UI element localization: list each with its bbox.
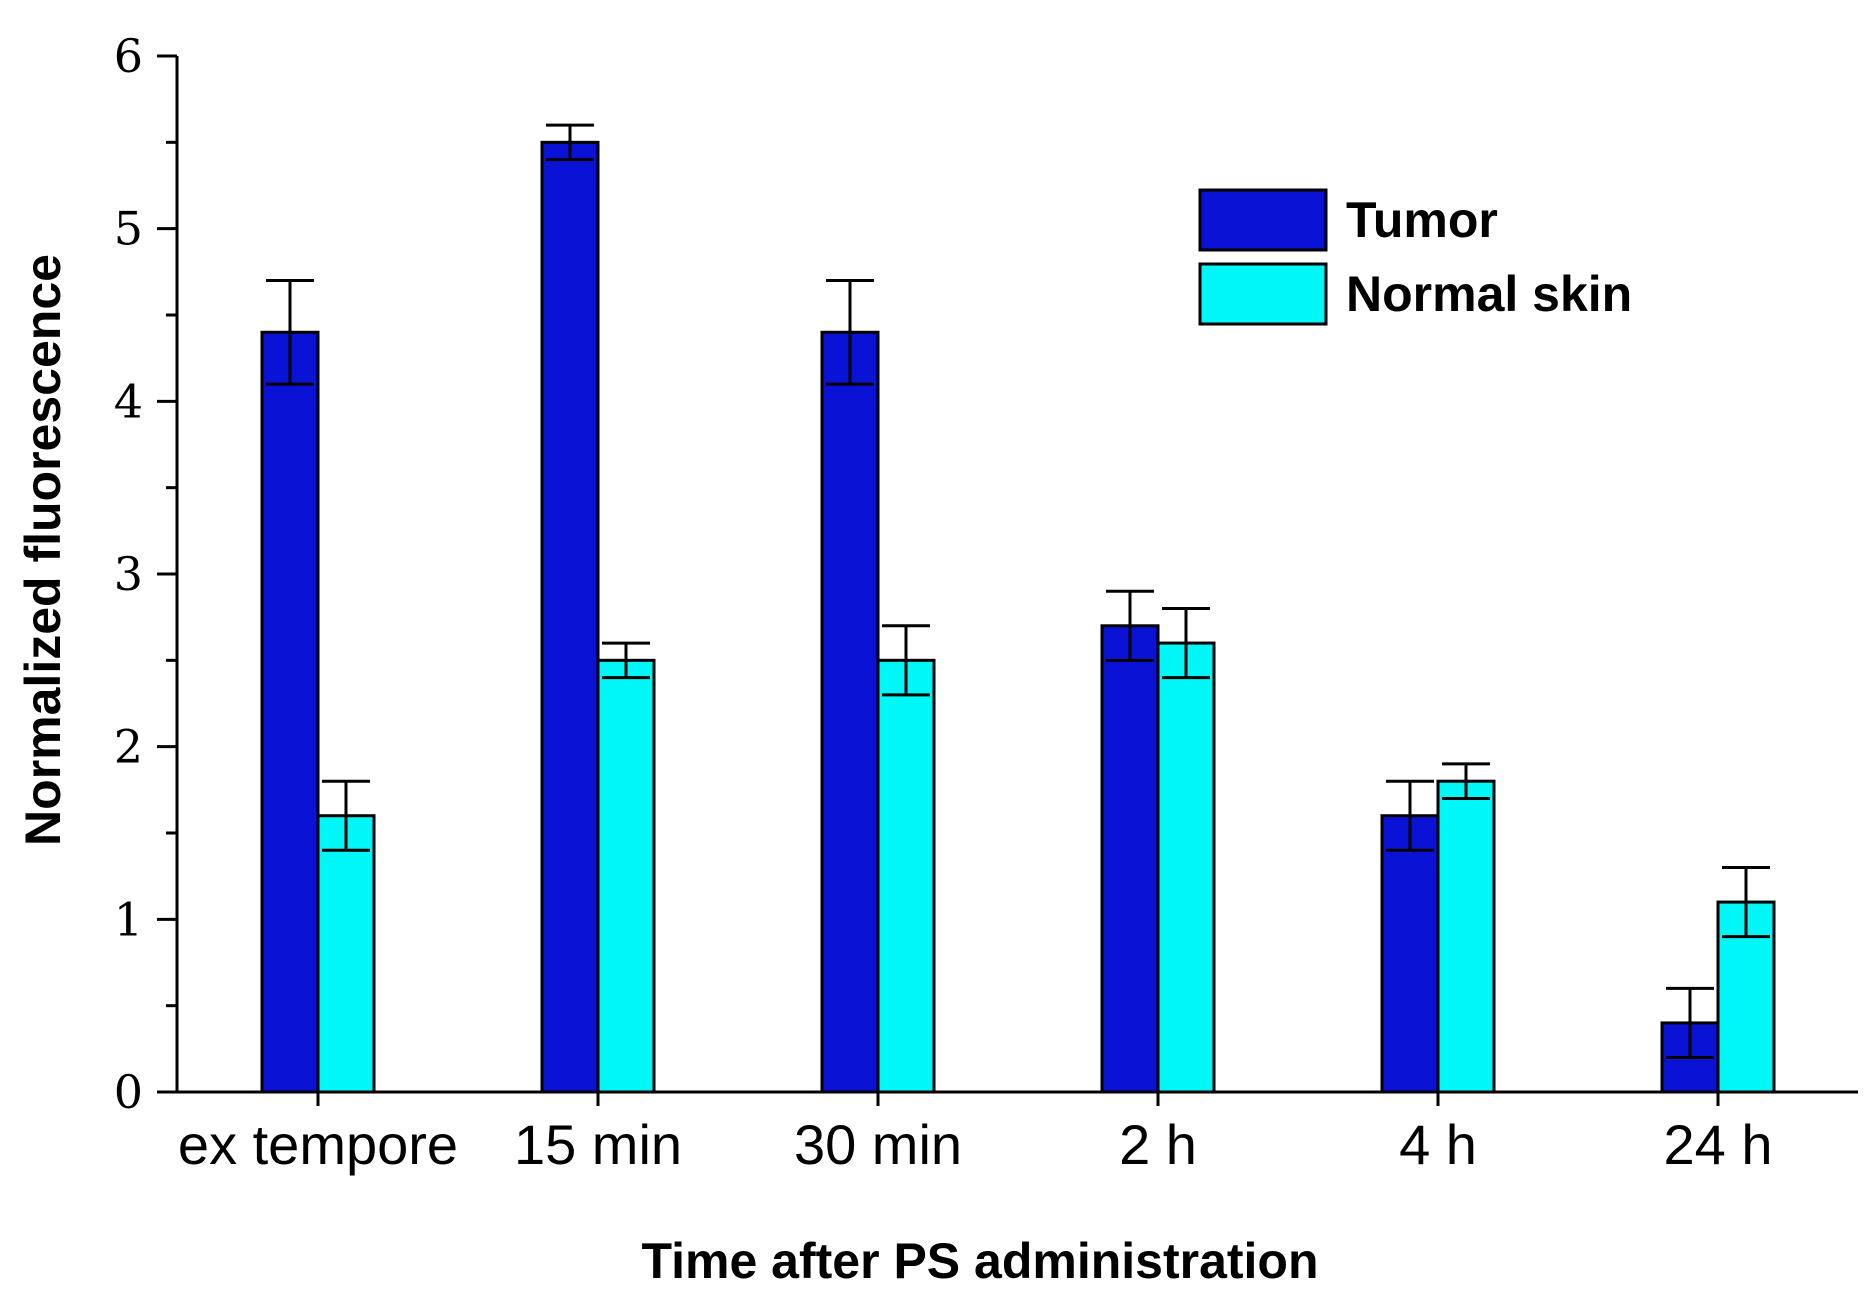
error-bar-tumor-4 [1386, 779, 1434, 852]
y-axis-title: Normalized fluorescence [15, 254, 71, 846]
y-tick-label: 4 [114, 374, 143, 428]
x-tick-label: ex tempore [178, 1113, 458, 1176]
x-axis-title: Time after PS administration [641, 1233, 1318, 1289]
error-bar-normal-skin-5 [1722, 866, 1770, 939]
y-tick-label: 2 [114, 720, 143, 774]
error-bar-tumor-1 [546, 123, 594, 162]
legend: Tumor Normal skin [1198, 188, 1632, 326]
error-bar-normal-skin-0 [322, 779, 370, 852]
error-bar-normal-skin-4 [1442, 762, 1490, 800]
legend-label: Normal skin [1346, 266, 1632, 322]
x-tick-label: 2 h [1119, 1113, 1197, 1176]
x-tick-label: 4 h [1399, 1113, 1477, 1176]
axes-layer: ex tempore 15 min 30 min 2 h 4 h 24 h 0 1 2 3 4 5 6 [114, 29, 1858, 1176]
y-tick-label: 3 [114, 547, 143, 601]
y-tick-label: 0 [114, 1065, 143, 1119]
error-bar-tumor-2 [826, 278, 874, 386]
legend-item-tumor: Tumor [1198, 188, 1498, 252]
error-bar-normal-skin-3 [1162, 607, 1210, 680]
bar-normal-skin-3 [1156, 641, 1216, 1094]
y-tick-label: 1 [114, 892, 143, 946]
error-bar-normal-skin-1 [602, 641, 650, 680]
error-bar-normal-skin-2 [882, 624, 930, 697]
bar-tumor-3 [1100, 624, 1160, 1094]
legend-swatch [1198, 188, 1328, 252]
bar-normal-skin-4 [1436, 779, 1496, 1094]
bar-tumor-1 [540, 140, 600, 1094]
x-tick-label: 15 min [514, 1113, 682, 1176]
bar-tumor-4 [1380, 814, 1440, 1094]
bar-tumor-0 [260, 330, 320, 1094]
bar-normal-skin-2 [876, 658, 936, 1094]
x-tick-label: 24 h [1664, 1113, 1773, 1176]
bar-normal-skin-1 [596, 658, 656, 1094]
error-bars-layer [266, 123, 1770, 1059]
legend-label: Tumor [1346, 192, 1498, 248]
y-tick-label: 6 [114, 29, 143, 83]
x-tick-label: 30 min [794, 1113, 962, 1176]
error-bar-tumor-0 [266, 278, 314, 386]
legend-swatch [1198, 262, 1328, 326]
bar-normal-skin-0 [316, 814, 376, 1094]
bar-tumor-2 [820, 330, 880, 1094]
error-bar-tumor-3 [1106, 589, 1154, 662]
error-bar-tumor-5 [1666, 986, 1714, 1059]
y-tick-label: 5 [114, 202, 143, 256]
legend-item-normal-skin: Normal skin [1198, 262, 1632, 326]
